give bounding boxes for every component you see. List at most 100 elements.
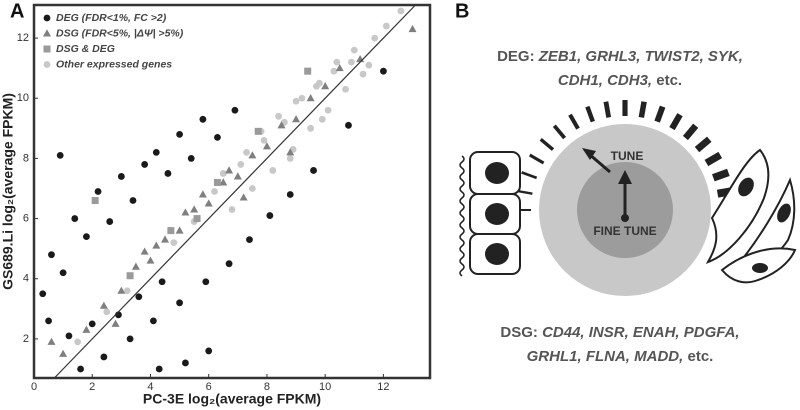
dial-tick bbox=[516, 189, 533, 195]
x-tick-label: 0 bbox=[31, 381, 37, 393]
point bbox=[246, 236, 253, 244]
point bbox=[65, 332, 73, 340]
point bbox=[233, 172, 242, 180]
dial-tick bbox=[539, 137, 555, 151]
point bbox=[298, 94, 306, 102]
y-tick-label: 6 bbox=[23, 212, 29, 224]
nuclei bbox=[485, 162, 509, 265]
x-tick-label: 6 bbox=[206, 381, 212, 393]
nuclei bbox=[738, 177, 791, 273]
panel-label: B bbox=[455, 0, 469, 22]
dsg-label: DSG: bbox=[500, 324, 538, 341]
point bbox=[292, 115, 301, 123]
point bbox=[111, 319, 120, 327]
fine-tune-label: FINE TUNE bbox=[593, 224, 656, 238]
point bbox=[397, 7, 405, 15]
point bbox=[219, 170, 227, 177]
point bbox=[198, 190, 207, 198]
dsg-genes: CD44, INSR, ENAH, PDGFA, bbox=[542, 324, 740, 341]
legend-marker bbox=[43, 29, 51, 37]
point bbox=[83, 233, 90, 241]
point bbox=[382, 22, 390, 30]
point bbox=[324, 106, 332, 114]
point bbox=[59, 349, 68, 357]
point bbox=[262, 142, 271, 150]
point bbox=[248, 151, 257, 159]
point bbox=[71, 215, 79, 222]
point bbox=[275, 112, 282, 120]
point bbox=[129, 197, 137, 204]
point bbox=[175, 226, 184, 234]
point bbox=[243, 148, 250, 156]
point bbox=[167, 227, 175, 235]
point bbox=[286, 148, 295, 156]
point bbox=[313, 82, 320, 90]
point bbox=[365, 61, 373, 69]
point bbox=[225, 260, 233, 268]
point bbox=[47, 337, 56, 345]
point bbox=[149, 317, 157, 325]
dsg-genes: GRHL1, FLNA, MADD, bbox=[527, 348, 684, 365]
point bbox=[310, 167, 317, 174]
identity-line bbox=[53, 4, 416, 379]
point bbox=[202, 278, 210, 286]
point bbox=[335, 63, 344, 72]
dial-tick bbox=[528, 153, 545, 165]
dial-tick bbox=[552, 124, 567, 140]
y-tick-label: 10 bbox=[17, 92, 29, 104]
point bbox=[304, 67, 312, 75]
dial-ticks bbox=[515, 100, 735, 215]
point bbox=[199, 115, 207, 123]
point bbox=[321, 82, 330, 90]
dsg-line: DSG: CD44, INSR, ENAH, PDGFA, bbox=[500, 324, 739, 341]
point bbox=[45, 317, 52, 325]
dial-tick bbox=[568, 113, 580, 130]
deg-line: CDH1, CDH3, etc. bbox=[558, 72, 682, 89]
point bbox=[187, 155, 195, 162]
point bbox=[56, 152, 64, 159]
dial-tick bbox=[638, 101, 647, 118]
dial-tick bbox=[603, 101, 612, 118]
arrow-head bbox=[582, 148, 596, 160]
point bbox=[359, 70, 367, 78]
tune-arrow bbox=[588, 152, 611, 174]
point bbox=[152, 241, 161, 249]
point bbox=[140, 247, 149, 255]
deg-label: DEG: bbox=[497, 48, 535, 65]
point bbox=[146, 256, 155, 264]
legend-label: Other expressed genes bbox=[56, 58, 172, 70]
point bbox=[214, 133, 221, 141]
point bbox=[269, 167, 277, 174]
y-tick-label: 12 bbox=[17, 32, 29, 44]
point bbox=[74, 338, 82, 346]
dial-tick bbox=[682, 123, 699, 141]
y-tick-label: 4 bbox=[23, 273, 29, 285]
point bbox=[182, 359, 189, 367]
point bbox=[176, 130, 183, 138]
y-tick-label: 2 bbox=[23, 333, 29, 345]
point bbox=[39, 290, 47, 298]
point bbox=[219, 178, 228, 186]
point bbox=[286, 155, 294, 162]
point bbox=[347, 58, 355, 66]
point bbox=[126, 272, 134, 280]
point bbox=[260, 136, 268, 144]
dial-tick bbox=[712, 168, 730, 182]
point bbox=[117, 286, 126, 294]
point bbox=[77, 365, 84, 373]
deg-genes: CDH1, CDH3, bbox=[558, 72, 652, 89]
point bbox=[350, 46, 358, 54]
point bbox=[237, 161, 245, 168]
point bbox=[117, 173, 125, 180]
point bbox=[88, 320, 96, 328]
point bbox=[99, 301, 108, 309]
point bbox=[380, 67, 387, 75]
point bbox=[292, 97, 300, 105]
point bbox=[342, 85, 349, 93]
point bbox=[248, 185, 256, 192]
point bbox=[408, 24, 417, 33]
legend-marker bbox=[43, 14, 51, 22]
point bbox=[59, 269, 67, 277]
x-tick-label: 10 bbox=[319, 381, 331, 393]
dial-tick bbox=[704, 151, 723, 167]
